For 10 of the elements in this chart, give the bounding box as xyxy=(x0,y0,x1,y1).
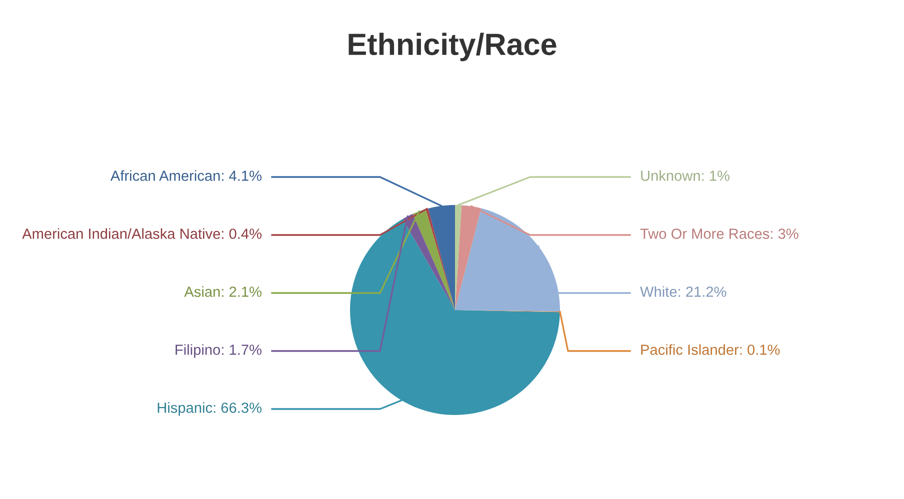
slice-label: American Indian/Alaska Native: 0.4% xyxy=(22,228,262,239)
slice-label: Pacific Islander: 0.1% xyxy=(641,344,780,355)
slice-label: African American: 4.1% xyxy=(110,170,262,181)
slice-label: White: 21.2% xyxy=(640,286,726,297)
slice-label: Hispanic: 66.3% xyxy=(158,402,262,416)
chart-title: Ethnicity/Race xyxy=(348,32,556,62)
slice-label: Two Or More Races: 3% xyxy=(640,228,798,239)
slice-label: Unknown: 1% xyxy=(641,170,730,181)
slice-label: Filipino: 1.7% xyxy=(176,344,262,358)
slice-label: Asian: 2.1% xyxy=(184,286,262,297)
